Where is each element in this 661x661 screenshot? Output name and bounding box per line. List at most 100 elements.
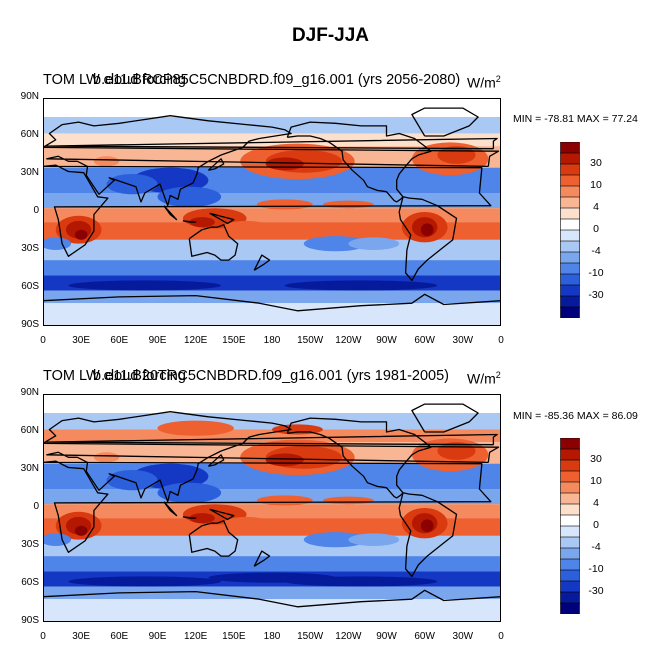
colorbar-swatch: [560, 240, 580, 253]
colorbar-swatch: [560, 481, 580, 494]
lat-tick-label: 60S: [21, 281, 39, 292]
lon-tick-label: 120E: [183, 631, 208, 642]
colorbar-label: 10: [590, 475, 602, 487]
colorbar-swatch: [560, 207, 580, 220]
colorbar-swatch: [560, 438, 580, 450]
panel2-colorbar: [560, 438, 580, 614]
colorbar-swatch: [560, 163, 580, 176]
lon-tick-label: 150W: [297, 631, 324, 642]
lat-tick-label: 60S: [21, 577, 39, 588]
colorbar-swatch: [560, 470, 580, 483]
colorbar-swatch: [560, 174, 580, 187]
panel2-title: TOM LW cloud forcing: [43, 368, 186, 384]
colorbar-swatch: [560, 306, 580, 318]
lat-tick-label: 60N: [20, 129, 39, 140]
colorbar-swatch: [560, 142, 580, 154]
lon-tick-label: 150W: [297, 335, 324, 346]
lon-tick-label: 60E: [110, 631, 129, 642]
panel2-minmax: MIN = -85.36 MAX = 86.09: [513, 410, 638, 422]
map-frame: [43, 394, 501, 622]
lon-tick-label: 120W: [335, 335, 362, 346]
colorbar-swatch: [560, 569, 580, 582]
colorbar-label: 10: [590, 179, 602, 191]
colorbar-swatch: [560, 602, 580, 614]
lat-tick-label: 30S: [21, 539, 39, 550]
colorbar-swatch: [560, 547, 580, 560]
colorbar-label: -30: [588, 585, 604, 597]
field-shading: [43, 98, 501, 326]
lon-tick-label: 120E: [183, 335, 208, 346]
lon-tick-label: 30E: [72, 335, 91, 346]
panel1-title: TOM LW cloud forcing: [43, 72, 186, 88]
lon-tick-label: 30W: [452, 335, 474, 346]
colorbar-swatch: [560, 196, 580, 209]
colorbar-swatch: [560, 448, 580, 461]
panel2-case: b.e11.B20TRC5CNBDRD.f09_g16.001 (yrs 198…: [93, 368, 449, 384]
panel2-map: [43, 394, 501, 622]
lon-tick-label: 180: [263, 335, 281, 346]
panel1-map: [43, 98, 501, 326]
lat-tick-label: 0: [33, 205, 39, 216]
colorbar-label: 4: [593, 201, 599, 213]
colorbar-swatch: [560, 459, 580, 472]
colorbar-label: -10: [588, 267, 604, 279]
colorbar-label: 30: [590, 453, 602, 465]
panel2-units: W/m2: [467, 370, 501, 387]
panel1-minmax: MIN = -78.81 MAX = 77.24: [513, 113, 638, 125]
panel1-colorbar: [560, 142, 580, 318]
colorbar-swatch: [560, 580, 580, 593]
colorbar-label: -10: [588, 563, 604, 575]
lon-tick-label: 0: [40, 631, 46, 642]
colorbar-label: -4: [591, 245, 601, 257]
colorbar-swatch: [560, 295, 580, 308]
lon-tick-label: 120W: [335, 631, 362, 642]
lat-tick-label: 30S: [21, 243, 39, 254]
colorbar-swatch: [560, 525, 580, 538]
figure-title: DJF-JJA: [291, 25, 370, 46]
panel1-units: W/m2: [467, 74, 501, 91]
colorbar-swatch: [560, 185, 580, 198]
lat-tick-label: 60N: [20, 425, 39, 436]
lat-tick-label: 0: [33, 501, 39, 512]
lon-tick-label: 0: [498, 335, 504, 346]
lon-tick-label: 150E: [222, 631, 246, 642]
lon-tick-label: 0: [498, 631, 504, 642]
coastlines: [43, 403, 501, 608]
colorbar-swatch: [560, 558, 580, 571]
field-shading: [43, 394, 501, 622]
colorbar-label: -30: [588, 289, 604, 301]
lon-tick-label: 90W: [376, 631, 397, 642]
map-frame: [43, 98, 501, 326]
lon-tick-label: 90E: [148, 631, 167, 642]
lat-tick-label: 90S: [21, 615, 39, 626]
colorbar-swatch: [560, 503, 580, 516]
colorbar-swatch: [560, 218, 580, 231]
lon-tick-label: 150E: [222, 335, 246, 346]
colorbar-label: 0: [593, 223, 599, 235]
lat-tick-label: 90N: [20, 91, 39, 102]
lon-tick-label: 30W: [452, 631, 474, 642]
colorbar-label: 4: [593, 497, 599, 509]
colorbar-swatch: [560, 152, 580, 165]
lon-tick-label: 0: [40, 335, 46, 346]
lat-tick-label: 30N: [20, 463, 39, 474]
panel1-case: b.e11.BRCP85C5CNBDRD.f09_g16.001 (yrs 20…: [93, 72, 461, 88]
lat-tick-label: 90N: [20, 387, 39, 398]
colorbar-swatch: [560, 251, 580, 264]
lon-tick-label: 90W: [376, 335, 397, 346]
lon-tick-label: 90E: [148, 335, 167, 346]
lat-tick-label: 30N: [20, 167, 39, 178]
colorbar-label: -4: [591, 541, 601, 553]
colorbar-swatch: [560, 273, 580, 286]
colorbar-swatch: [560, 284, 580, 297]
lat-tick-label: 90S: [21, 319, 39, 330]
colorbar-swatch: [560, 262, 580, 275]
lon-tick-label: 60E: [110, 335, 129, 346]
coastlines: [43, 107, 501, 312]
lon-tick-label: 60W: [414, 631, 435, 642]
colorbar-label: 0: [593, 519, 599, 531]
colorbar-swatch: [560, 536, 580, 549]
colorbar-swatch: [560, 514, 580, 527]
colorbar-label: 30: [590, 157, 602, 169]
lon-tick-label: 60W: [414, 335, 435, 346]
